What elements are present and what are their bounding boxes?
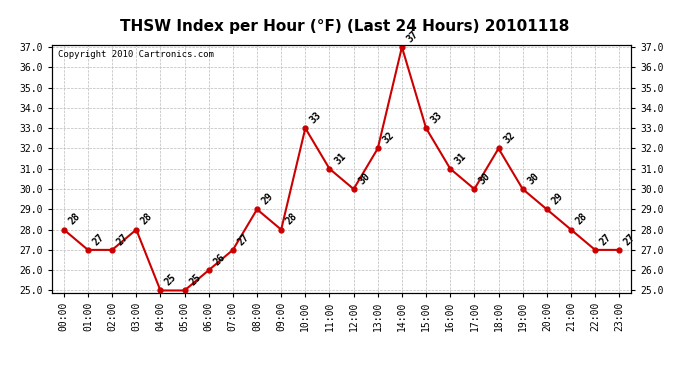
- Text: 28: 28: [284, 211, 299, 227]
- Text: 33: 33: [308, 110, 324, 125]
- Text: 31: 31: [453, 151, 469, 166]
- Text: 27: 27: [598, 232, 613, 247]
- Text: Copyright 2010 Cartronics.com: Copyright 2010 Cartronics.com: [57, 50, 213, 59]
- Text: 27: 27: [115, 232, 130, 247]
- Text: 30: 30: [357, 171, 372, 186]
- Text: 33: 33: [429, 110, 444, 125]
- Text: 32: 32: [502, 130, 517, 146]
- Text: 31: 31: [333, 151, 348, 166]
- Text: 25: 25: [164, 272, 179, 288]
- Text: 30: 30: [526, 171, 541, 186]
- Text: 28: 28: [574, 211, 589, 227]
- Text: 27: 27: [622, 232, 638, 247]
- Text: 28: 28: [139, 211, 155, 227]
- Text: 37: 37: [405, 29, 420, 44]
- Text: 28: 28: [67, 211, 82, 227]
- Text: 26: 26: [212, 252, 227, 267]
- Text: 29: 29: [260, 191, 275, 207]
- Text: 29: 29: [550, 191, 565, 207]
- Text: 27: 27: [91, 232, 106, 247]
- Text: 30: 30: [477, 171, 493, 186]
- Text: THSW Index per Hour (°F) (Last 24 Hours) 20101118: THSW Index per Hour (°F) (Last 24 Hours)…: [120, 19, 570, 34]
- Text: 32: 32: [381, 130, 396, 146]
- Text: 25: 25: [188, 272, 203, 288]
- Text: 27: 27: [236, 232, 251, 247]
